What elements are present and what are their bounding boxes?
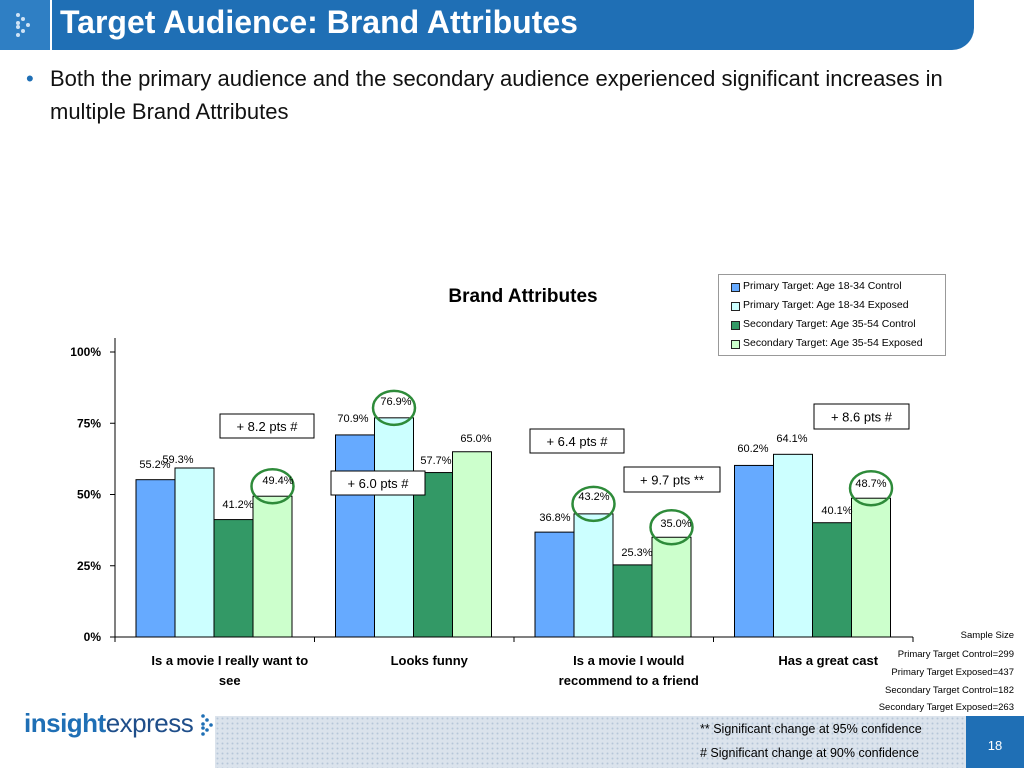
significance-circle xyxy=(571,485,616,523)
bar xyxy=(335,434,375,638)
category-label: Is a movie I would xyxy=(573,653,684,668)
bar xyxy=(452,451,492,638)
legend-label: Primary Target: Age 18-34 Control xyxy=(743,280,902,292)
significance-circle xyxy=(371,389,417,427)
bar xyxy=(135,479,176,638)
annotation-box xyxy=(623,466,721,493)
logo-text-express: express xyxy=(105,708,194,738)
annotation-label: + 8.6 pts # xyxy=(831,410,893,425)
legend-label: Secondary Target: Age 35-54 Exposed xyxy=(743,337,923,349)
bar xyxy=(252,495,293,638)
bar xyxy=(213,519,254,638)
brand-attributes-chart: Brand Attributes 0% 25% 50% 75% 100% Is a movi… xyxy=(70,286,914,688)
header-bar xyxy=(0,0,974,50)
bar xyxy=(374,417,414,638)
sample-size-title: Sample Size xyxy=(960,630,1014,641)
data-label: 60.2% xyxy=(737,443,768,455)
bar xyxy=(651,536,692,638)
y-tick-label: 25% xyxy=(77,559,101,573)
y-tick-label: 75% xyxy=(77,416,101,430)
category-label: recommend to a friend xyxy=(559,673,699,688)
annotation-box xyxy=(219,413,315,439)
y-tick-label: 0% xyxy=(84,630,102,644)
data-label: 41.2% xyxy=(222,499,253,511)
significance-circle xyxy=(250,467,295,505)
annotation-label: + 9.7 pts ** xyxy=(640,473,704,488)
bullet-icon: • xyxy=(26,66,34,91)
page-title: Target Audience: Brand Attributes xyxy=(60,4,578,40)
bar xyxy=(413,472,453,638)
bar xyxy=(612,564,653,638)
y-tick-label: 100% xyxy=(70,345,101,359)
sample-size-line: Primary Target Exposed=437 xyxy=(891,667,1014,678)
category-label: Has a great cast xyxy=(778,653,878,668)
category-label: Looks funny xyxy=(391,653,469,668)
footer-band xyxy=(215,716,1024,768)
significance-circle xyxy=(848,469,894,507)
data-label: 43.2% xyxy=(578,491,609,503)
data-label: 40.1% xyxy=(821,505,852,517)
data-label: 57.7% xyxy=(420,455,451,467)
chart-legend: Primary Target: Age 18-34 Control Primar… xyxy=(718,274,946,356)
page-number: 18 xyxy=(987,738,1003,753)
bullet-text: Both the primary audience and the second… xyxy=(50,66,943,124)
legend-swatch xyxy=(731,340,740,349)
sample-size-line: Secondary Target Exposed=263 xyxy=(878,702,1014,713)
logo-text-insight: insight xyxy=(24,708,106,738)
data-label: 65.0% xyxy=(460,433,491,445)
data-label: 36.8% xyxy=(539,512,570,524)
legend-label: Secondary Target: Age 35-54 Control xyxy=(743,318,916,330)
data-label: 64.1% xyxy=(776,433,807,445)
bar xyxy=(534,531,575,638)
annotation-box xyxy=(330,470,426,496)
y-tick-label: 50% xyxy=(77,488,101,502)
page-number-box: 18 xyxy=(966,716,1024,768)
data-label: 35.0% xyxy=(660,518,691,530)
data-label: 59.3% xyxy=(162,454,193,466)
annotation-box xyxy=(529,428,625,454)
legend-swatch xyxy=(731,302,740,311)
sample-size-line: Secondary Target Control=182 xyxy=(885,685,1014,696)
data-label: 25.3% xyxy=(621,547,652,559)
annotation-box xyxy=(813,403,910,430)
data-label: 76.9% xyxy=(380,396,411,408)
category-label: see xyxy=(219,673,241,688)
annotation-label: + 6.0 pts # xyxy=(347,476,409,491)
legend-swatch xyxy=(731,283,740,292)
category-label: Is a movie I really want to xyxy=(151,653,308,668)
legend-label: Primary Target: Age 18-34 Exposed xyxy=(743,299,909,311)
bar xyxy=(573,513,614,638)
bar xyxy=(174,467,215,638)
data-label: 48.7% xyxy=(855,478,886,490)
header-dots-icon xyxy=(0,0,52,50)
chart-title: Brand Attributes xyxy=(448,286,597,307)
significance-circle xyxy=(649,509,694,546)
logo-dots-icon xyxy=(201,714,213,736)
sample-size-line: Primary Target Control=299 xyxy=(897,649,1014,660)
annotation-label: + 6.4 pts # xyxy=(546,434,608,449)
data-label: 49.4% xyxy=(262,475,293,487)
bar xyxy=(773,453,813,638)
bar xyxy=(812,522,852,638)
data-label: 70.9% xyxy=(337,413,368,425)
data-label: 55.2% xyxy=(139,459,170,471)
significance-note-90: # Significant change at 90% confidence xyxy=(700,746,919,760)
bar xyxy=(851,497,891,638)
legend-swatch xyxy=(731,321,740,330)
significance-note-95: ** Significant change at 95% confidence xyxy=(700,722,922,736)
annotation-label: + 8.2 pts # xyxy=(236,419,298,434)
bar xyxy=(734,464,774,638)
insightexpress-logo: insightexpress xyxy=(24,708,216,739)
